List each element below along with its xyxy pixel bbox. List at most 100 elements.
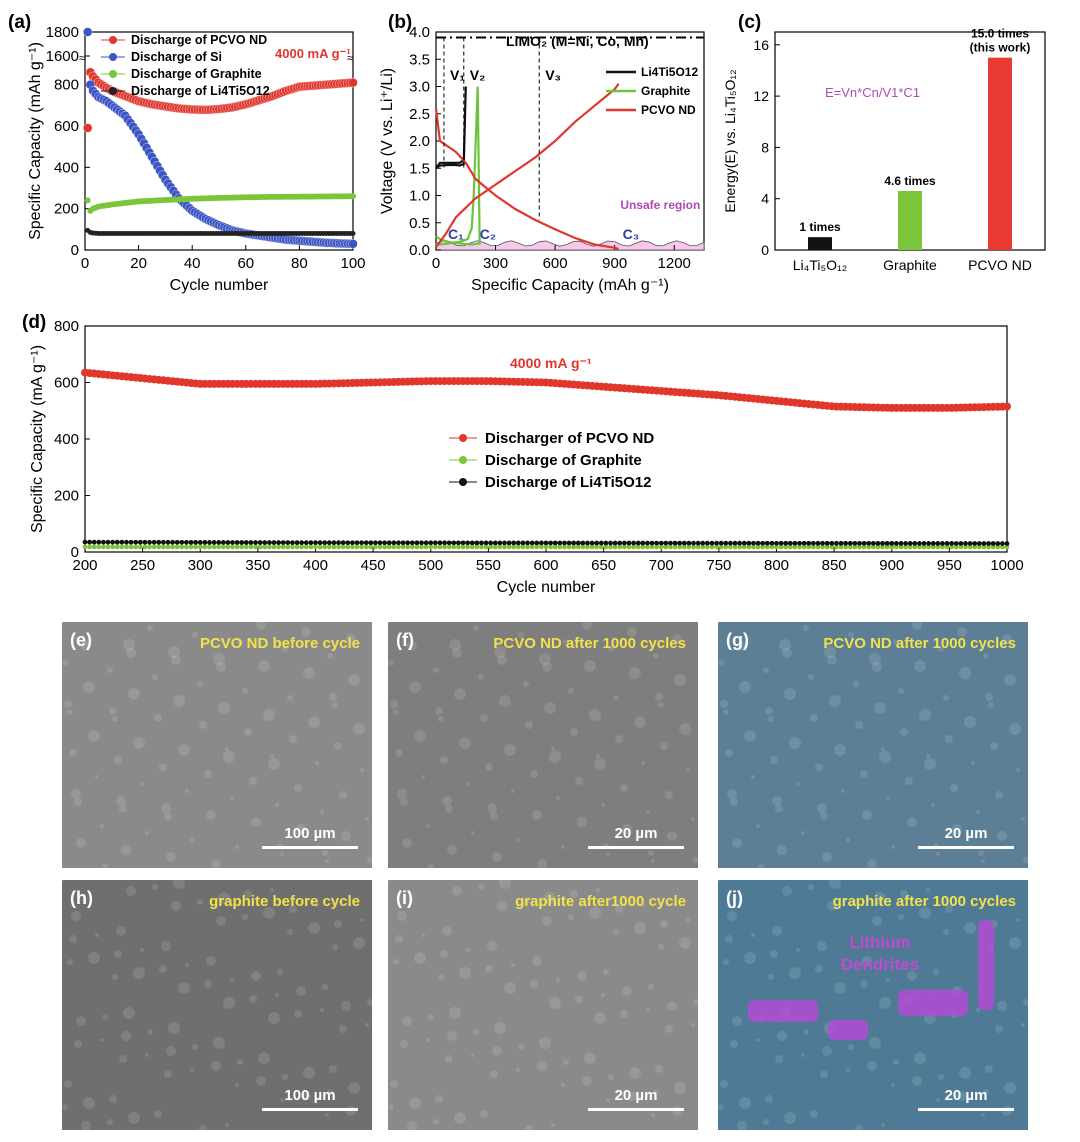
texture-speck	[995, 791, 1003, 799]
dendrite-label: Lithium	[849, 933, 910, 952]
texture-speck	[983, 1089, 989, 1095]
data-point	[548, 540, 554, 546]
data-point	[363, 544, 369, 550]
unsafe-label: Unsafe region	[620, 198, 700, 212]
data-point	[617, 540, 623, 546]
texture-speck	[109, 707, 117, 715]
data-point	[801, 544, 807, 550]
bar-value-label: 1 times	[799, 220, 841, 234]
texture-speck	[206, 956, 216, 966]
data-point	[1004, 544, 1010, 550]
texture-speck	[74, 1040, 82, 1048]
legend-marker	[459, 456, 467, 464]
texture-speck	[365, 817, 369, 821]
data-point	[580, 544, 586, 550]
texture-speck	[334, 742, 342, 750]
data-point	[82, 539, 88, 545]
data-point	[926, 544, 932, 550]
data-point	[534, 540, 540, 546]
data-point	[838, 540, 844, 546]
texture-speck	[367, 857, 373, 863]
data-point	[479, 544, 484, 550]
data-point	[571, 540, 577, 546]
texture-speck	[900, 890, 908, 898]
texture-speck	[107, 667, 113, 673]
data-point	[589, 540, 595, 546]
data-point	[898, 544, 904, 550]
y-tick-label: 12	[753, 88, 769, 104]
texture-speck	[737, 641, 747, 651]
texture-speck	[421, 775, 425, 779]
texture-speck	[303, 667, 315, 679]
texture-speck	[225, 747, 229, 751]
data-point	[603, 540, 609, 546]
data-point	[419, 540, 424, 546]
texture-speck	[171, 655, 181, 665]
texture-speck	[907, 971, 917, 981]
texture-speck	[523, 899, 529, 905]
data-point	[815, 540, 821, 546]
y-tick-label: 0	[761, 242, 769, 258]
panel-b-axes: 0 300 600 900 1200 0.0 0.5 1.0 1.5 2.0 2.5 3.0 3.5 4.…	[379, 24, 705, 294]
micrograph-caption: PCVO ND after 1000 cycles	[823, 635, 1016, 652]
micrograph-caption: PCVO ND after 1000 cycles	[493, 635, 686, 652]
texture-speck	[693, 999, 699, 1005]
data-point	[382, 544, 388, 550]
texture-speck	[768, 716, 774, 722]
data-point	[852, 540, 858, 546]
texture-speck	[121, 1031, 131, 1041]
data-point	[82, 544, 88, 550]
texture-speck	[549, 751, 561, 763]
texture-speck	[152, 884, 158, 890]
texture-speck	[995, 1025, 1003, 1033]
texture-speck	[869, 1037, 881, 1049]
series-line	[435, 86, 467, 170]
data-point	[958, 544, 964, 550]
data-point	[456, 544, 461, 550]
data-point	[875, 544, 881, 550]
data-point	[534, 544, 540, 550]
micrograph-j: (j) graphite after 1000 cycles 20 µm Lithiu…	[716, 877, 1029, 1133]
data-point	[635, 544, 641, 550]
scale-bar	[588, 1108, 684, 1111]
texture-speck	[251, 971, 261, 981]
data-point	[160, 539, 166, 545]
data-point	[442, 544, 447, 550]
texture-speck	[258, 660, 270, 672]
data-point	[552, 540, 558, 546]
texture-speck	[1016, 918, 1020, 922]
texture-speck	[615, 735, 623, 743]
bar	[898, 191, 922, 250]
data-point	[465, 540, 471, 546]
data-point	[907, 544, 913, 550]
data-point	[276, 544, 282, 550]
data-point	[396, 544, 401, 550]
data-point	[949, 544, 955, 550]
data-point	[349, 544, 355, 550]
x-tick-label: 400	[303, 557, 328, 574]
bar	[808, 237, 832, 250]
data-point	[976, 544, 982, 550]
data-point	[156, 539, 162, 545]
data-point	[234, 540, 240, 545]
texture-speck	[765, 707, 773, 715]
legend-d: Discharger of PCVO ND Discharge of Graphi…	[449, 430, 654, 491]
data-point	[681, 544, 687, 550]
texture-speck	[926, 888, 930, 892]
y-axis-label: Voltage (V vs. Li⁺/Li)	[379, 68, 396, 214]
data-point	[930, 541, 936, 546]
texture-speck	[641, 903, 645, 907]
texture-speck	[74, 798, 82, 806]
data-point	[594, 540, 600, 546]
texture-speck	[471, 1053, 475, 1057]
texture-speck	[346, 634, 356, 644]
texture-speck	[442, 796, 452, 806]
texture-speck	[296, 824, 306, 834]
texture-speck	[402, 838, 412, 848]
legend-label: Discharge of Li4Ti5O12	[131, 84, 270, 98]
data-point	[884, 540, 890, 546]
texture-speck	[190, 838, 194, 842]
micrograph-i: (i) graphite after1000 cycle 20 µm	[386, 877, 699, 1133]
data-point	[340, 540, 346, 546]
